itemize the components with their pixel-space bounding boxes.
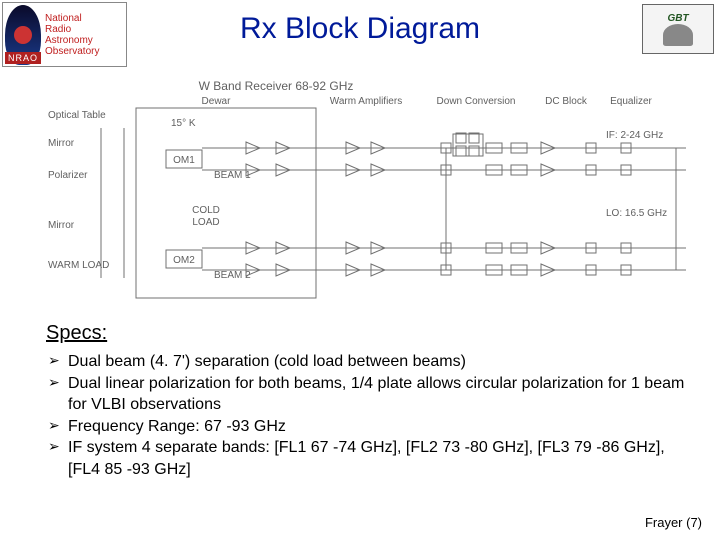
specs-item: Frequency Range: 67 -93 GHz <box>48 416 686 438</box>
specs-item: Dual linear polarization for both beams,… <box>48 373 686 416</box>
specs-list: Dual beam (4. 7') separation (cold load … <box>46 351 686 481</box>
svg-text:OM1: OM1 <box>173 155 195 166</box>
svg-text:Optical Table: Optical Table <box>48 110 106 121</box>
svg-text:LOAD: LOAD <box>192 217 219 228</box>
specs-section: Specs: Dual beam (4. 7') separation (col… <box>46 322 686 481</box>
specs-heading: Specs: <box>46 322 686 345</box>
footer-text: Frayer (7) <box>645 515 702 530</box>
specs-item: Dual beam (4. 7') separation (cold load … <box>48 351 686 373</box>
svg-text:OM2: OM2 <box>173 255 195 266</box>
svg-text:Equalizer: Equalizer <box>610 96 652 107</box>
svg-text:LO: 16.5 GHz: LO: 16.5 GHz <box>606 208 667 219</box>
page-title: Rx Block Diagram <box>0 12 720 46</box>
svg-text:Dewar: Dewar <box>202 96 232 107</box>
svg-text:WARM LOAD: WARM LOAD <box>48 260 109 271</box>
svg-text:Mirror: Mirror <box>48 138 75 149</box>
svg-text:DC Block: DC Block <box>545 96 588 107</box>
header: National Radio Astronomy Observatory NRA… <box>0 0 720 70</box>
svg-text:Mirror: Mirror <box>48 220 75 231</box>
specs-item: IF system 4 separate bands: [FL1 67 -74 … <box>48 437 686 480</box>
block-diagram: W Band Receiver 68-92 GHz Optical Table Mi… <box>46 78 686 310</box>
dish-icon <box>663 24 693 46</box>
svg-text:Down Conversion: Down Conversion <box>437 96 516 107</box>
svg-text:15° K: 15° K <box>171 118 196 129</box>
svg-text:COLD: COLD <box>192 205 220 216</box>
logo-line: Observatory <box>45 46 99 57</box>
svg-text:IF: 2-24 GHz: IF: 2-24 GHz <box>606 130 663 141</box>
svg-text:W Band Receiver 68-92 GHz: W Band Receiver 68-92 GHz <box>199 79 354 93</box>
gbt-label: GBT <box>667 13 688 24</box>
svg-text:Warm Amplifiers: Warm Amplifiers <box>330 96 402 107</box>
gbt-logo: GBT <box>642 4 714 54</box>
svg-text:Polarizer: Polarizer <box>48 170 88 181</box>
nrao-badge: NRAO <box>5 52 41 64</box>
